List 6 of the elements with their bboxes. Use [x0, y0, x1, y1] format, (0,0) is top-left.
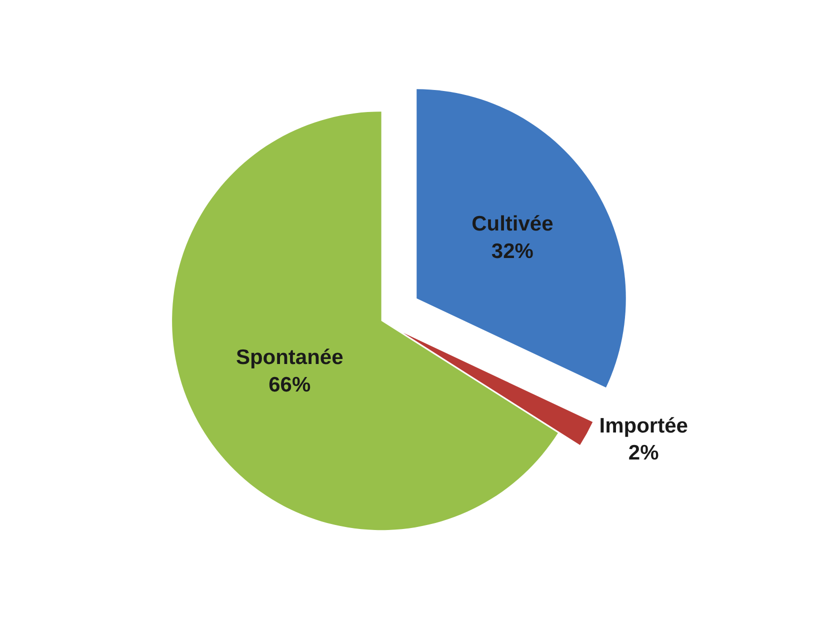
slice-label: Spontanée	[236, 346, 344, 370]
slice-label: Cultivée	[472, 212, 554, 236]
data-label: 32%	[491, 240, 534, 263]
slice-label: Importée	[599, 414, 688, 438]
data-label: 66%	[268, 373, 311, 396]
data-label: 2%	[628, 442, 660, 465]
